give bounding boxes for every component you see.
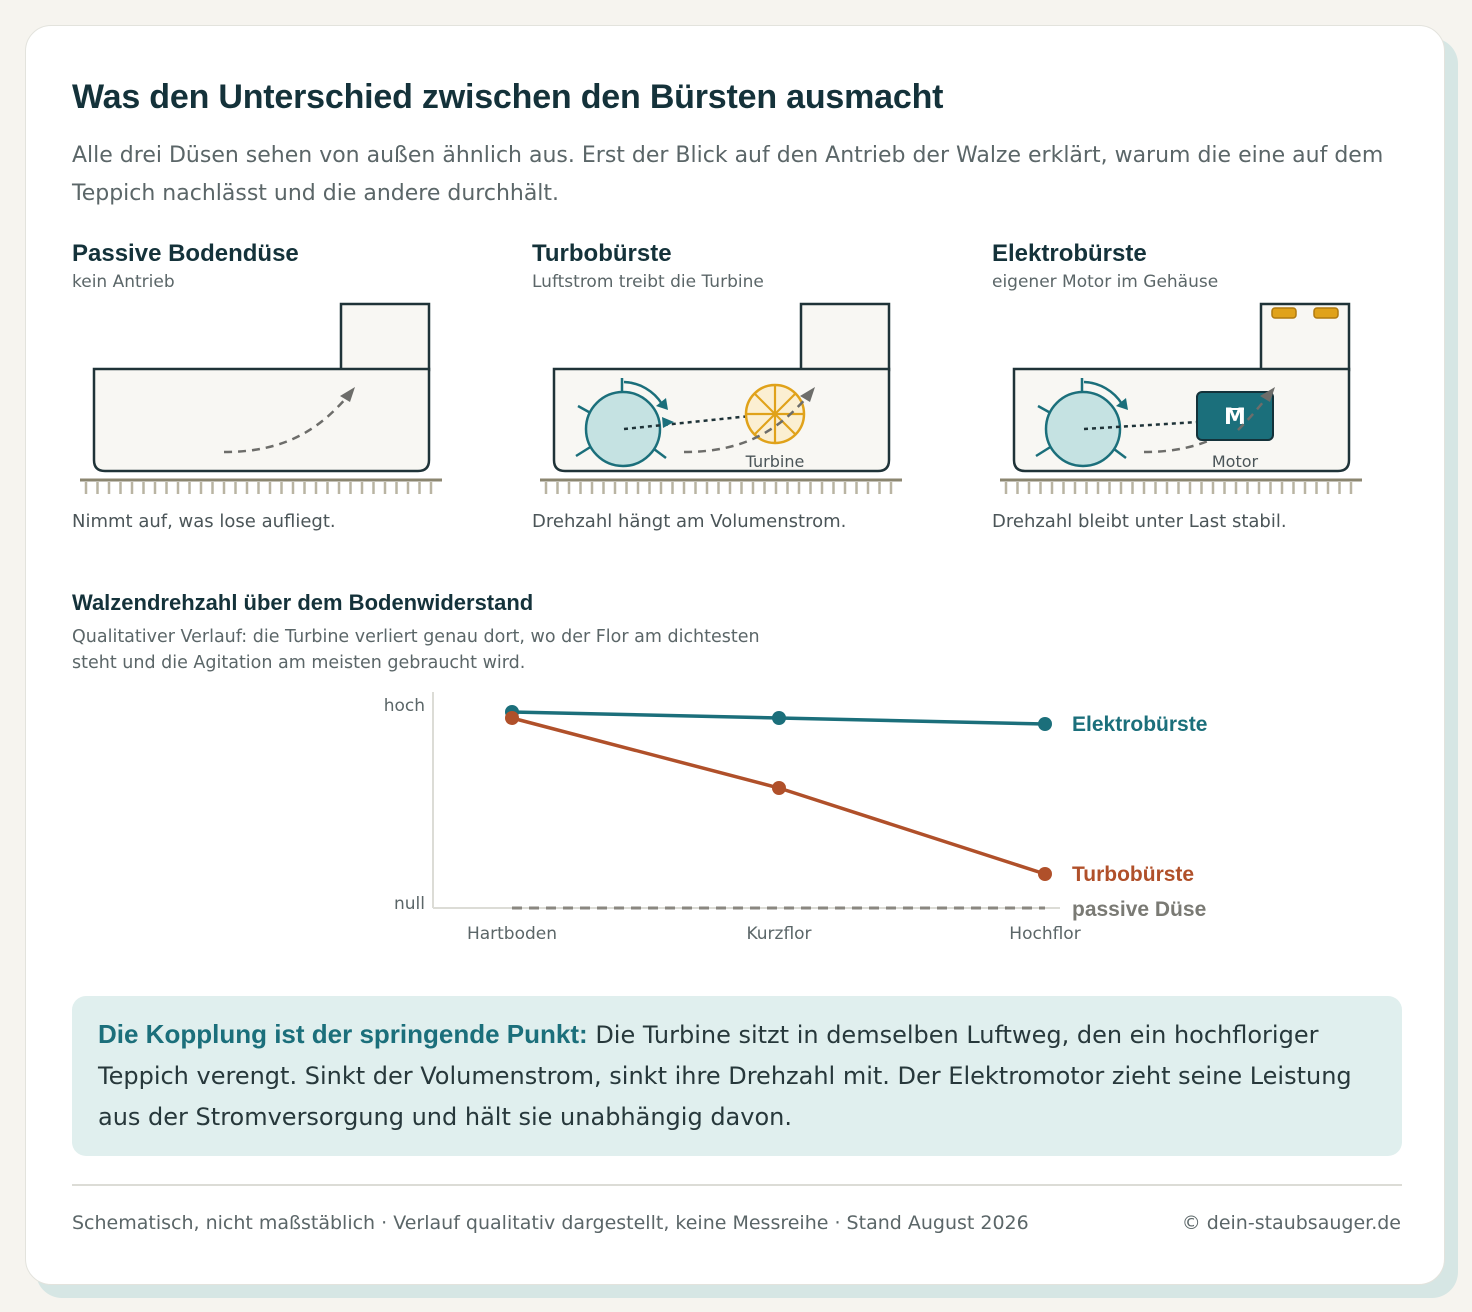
panel-passive-title: Passive Bodendüse: [72, 240, 299, 267]
airflow-arrow-icon: [340, 387, 355, 402]
panel-turbo-title: Turbobürste: [532, 240, 672, 267]
carpet-fibers: [1004, 482, 1353, 494]
airflow-path: [683, 395, 809, 454]
series-0-point-1: [772, 711, 786, 725]
series-1-point-2: [1038, 867, 1052, 881]
chart-title: Walzendrehzahl über dem Bodenwiderstand: [72, 590, 534, 615]
motor-icon: M: [1196, 391, 1274, 441]
brush-roll: [1035, 378, 1128, 468]
nozzle-housing: [92, 367, 431, 473]
series-label-0: Elektrobürste: [1072, 713, 1207, 736]
panel-electro-title: Elektrobürste: [992, 240, 1147, 267]
intro-text: Alle drei Düsen sehen von außen ähnlich …: [72, 143, 1384, 206]
x-tick-label-hartboden: Hartboden: [467, 924, 557, 944]
turbine-label: Turbine: [745, 452, 805, 471]
carpet-fibers: [84, 482, 433, 494]
series-0-point-2: [1038, 717, 1052, 731]
y-tick-label-bottom: null: [394, 894, 425, 914]
series-label-2: passive Düse: [1072, 898, 1206, 921]
rotation-arrowhead-icon: [656, 398, 668, 410]
nozzle-neck: [339, 302, 431, 372]
panel-turbo-subtitle: Luftstrom treibt die Turbine: [532, 272, 764, 292]
chart-subtitle: Qualitativer Verlauf: die Turbine verlie…: [72, 627, 760, 673]
series-line-1: [511, 716, 1046, 876]
speed-vs-resistance-chart: hoch null Hartboden Kurzflor Hochflor Elek…: [384, 692, 1207, 944]
panel-passive-caption: Nimmt auf, was lose aufliegt.: [72, 511, 336, 532]
series-label-1: Turbobürste: [1072, 863, 1194, 886]
motor-symbol: M: [1224, 405, 1246, 430]
turbine-wheel-icon: [744, 383, 806, 445]
series-1-point-0: [505, 711, 519, 725]
key-insight-callout: Die Kopplung ist der springende Punkt: D…: [72, 996, 1402, 1156]
airflow-arrow-icon: [800, 387, 815, 402]
x-tick-label-hochflor: Hochflor: [1009, 924, 1080, 944]
panel-passive-subtitle: kein Antrieb: [72, 272, 175, 292]
x-tick-label-kurzflor: Kurzflor: [746, 924, 811, 944]
page-title: Was den Unterschied zwischen den Bürsten…: [72, 78, 944, 116]
rotation-arrowhead-icon: [1116, 398, 1128, 410]
battery-contact-icon: [1271, 307, 1297, 319]
airflow-path: [223, 395, 349, 454]
turbo-brush-diagram: Turbine: [540, 302, 902, 494]
brush-roll: [575, 378, 668, 468]
footer-divider: [72, 1184, 1402, 1186]
passive-nozzle-diagram: [80, 302, 442, 494]
airflow-arrow-icon: [1260, 387, 1275, 402]
drive-link-arrow-icon: [662, 417, 674, 428]
footer-copyright: © dein-staubsauger.de: [1181, 1212, 1401, 1234]
panel-electro-caption: Drehzahl bleibt unter Last stabil.: [992, 511, 1287, 532]
callout-heading: Die Kopplung ist der springende Punkt:: [98, 1019, 588, 1049]
airflow-path-over-motor: [1237, 395, 1269, 431]
panel-electro-subtitle: eigener Motor im Gehäuse: [992, 272, 1219, 292]
nozzle-neck: [799, 302, 891, 372]
rotation-arrow: [1083, 380, 1124, 405]
footer-note: Schematisch, nicht maßstäblich · Verlauf…: [72, 1212, 1029, 1234]
drive-link: [1083, 420, 1199, 431]
battery-contact-icon: [1313, 307, 1339, 319]
carpet-fibers: [544, 482, 893, 494]
series-1-point-1: [772, 781, 786, 795]
rotation-arrow: [623, 380, 664, 405]
callout-text: Die Turbine sitzt in demselben Luftweg, …: [98, 1021, 1352, 1131]
panel-turbo-caption: Drehzahl hängt am Volumenstrom.: [532, 511, 847, 532]
y-tick-label-top: hoch: [384, 696, 425, 716]
electro-brush-diagram: M Motor: [1000, 302, 1362, 494]
motor-label: Motor: [1212, 452, 1259, 471]
